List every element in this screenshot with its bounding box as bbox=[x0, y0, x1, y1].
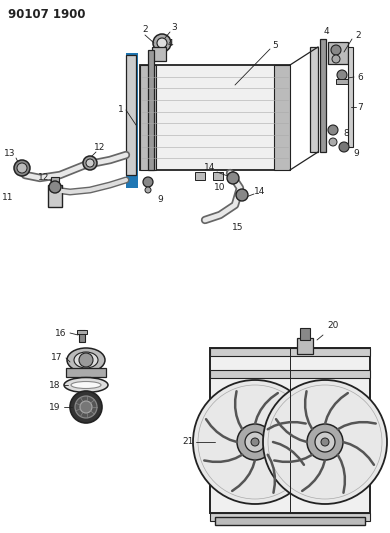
Text: 13: 13 bbox=[4, 149, 16, 158]
Text: 20: 20 bbox=[327, 320, 339, 329]
Circle shape bbox=[145, 187, 151, 193]
Bar bbox=[66, 368, 106, 377]
Text: 18: 18 bbox=[48, 381, 60, 390]
Text: 12: 12 bbox=[94, 143, 106, 152]
Circle shape bbox=[70, 391, 102, 423]
Circle shape bbox=[86, 159, 94, 167]
Ellipse shape bbox=[74, 352, 98, 368]
Text: 1: 1 bbox=[118, 106, 124, 115]
Bar bbox=[336, 79, 350, 84]
Text: 2: 2 bbox=[355, 30, 361, 39]
Circle shape bbox=[227, 172, 239, 184]
Circle shape bbox=[331, 45, 341, 55]
Circle shape bbox=[307, 424, 343, 460]
Bar bbox=[210, 370, 370, 378]
Text: 14: 14 bbox=[204, 164, 216, 173]
Circle shape bbox=[236, 189, 248, 201]
Ellipse shape bbox=[64, 377, 108, 392]
Bar bbox=[274, 65, 290, 170]
Text: 15: 15 bbox=[232, 223, 244, 232]
Bar bbox=[51, 177, 59, 187]
Circle shape bbox=[321, 438, 329, 446]
Bar bbox=[148, 50, 154, 170]
Text: 2: 2 bbox=[142, 26, 148, 35]
Text: 4: 4 bbox=[323, 28, 329, 36]
Circle shape bbox=[339, 142, 349, 152]
Bar bbox=[210, 348, 370, 513]
Bar bbox=[328, 42, 348, 64]
Bar bbox=[48, 185, 62, 207]
Circle shape bbox=[193, 380, 317, 504]
Text: 3: 3 bbox=[171, 22, 177, 31]
Circle shape bbox=[328, 125, 338, 135]
Text: 16: 16 bbox=[55, 328, 66, 337]
Text: 8: 8 bbox=[343, 130, 349, 139]
Circle shape bbox=[75, 396, 97, 418]
Bar bbox=[79, 330, 85, 342]
Circle shape bbox=[143, 177, 153, 187]
Bar bbox=[297, 338, 313, 354]
Text: 19: 19 bbox=[48, 402, 60, 411]
Text: 5: 5 bbox=[272, 41, 278, 50]
Circle shape bbox=[337, 70, 347, 80]
Text: 90107 1900: 90107 1900 bbox=[8, 7, 85, 20]
Bar bbox=[210, 513, 370, 521]
Bar bbox=[215, 517, 365, 525]
Bar bbox=[195, 172, 205, 180]
Circle shape bbox=[49, 181, 61, 193]
Circle shape bbox=[83, 156, 97, 170]
Text: 11: 11 bbox=[2, 193, 14, 203]
Bar bbox=[140, 65, 156, 170]
Text: 17: 17 bbox=[50, 352, 62, 361]
Bar bbox=[126, 53, 138, 188]
Bar bbox=[77, 330, 87, 334]
Circle shape bbox=[14, 160, 30, 176]
Circle shape bbox=[245, 432, 265, 452]
Bar bbox=[348, 47, 353, 147]
Circle shape bbox=[251, 438, 259, 446]
Circle shape bbox=[329, 138, 337, 146]
Circle shape bbox=[153, 34, 171, 52]
Bar bbox=[152, 47, 166, 61]
Text: 21: 21 bbox=[182, 438, 194, 447]
Text: 4: 4 bbox=[167, 38, 173, 47]
Ellipse shape bbox=[71, 382, 101, 389]
Circle shape bbox=[315, 432, 335, 452]
Bar bbox=[320, 39, 326, 152]
Text: 9: 9 bbox=[353, 149, 359, 158]
Circle shape bbox=[237, 424, 273, 460]
Circle shape bbox=[79, 353, 93, 367]
Circle shape bbox=[80, 401, 92, 413]
Bar bbox=[126, 55, 136, 175]
Bar bbox=[310, 47, 318, 152]
Text: 14: 14 bbox=[254, 188, 266, 197]
Bar bbox=[210, 348, 370, 356]
Circle shape bbox=[17, 163, 27, 173]
Text: 6: 6 bbox=[357, 72, 363, 82]
Text: 9: 9 bbox=[157, 196, 163, 205]
Bar bbox=[300, 328, 310, 340]
Text: 12: 12 bbox=[38, 174, 50, 182]
Circle shape bbox=[263, 380, 387, 504]
Text: 7: 7 bbox=[357, 102, 363, 111]
Bar bbox=[213, 172, 223, 180]
Text: 10: 10 bbox=[214, 183, 226, 192]
Bar bbox=[140, 65, 290, 170]
Circle shape bbox=[332, 55, 340, 63]
Circle shape bbox=[157, 38, 167, 48]
Ellipse shape bbox=[67, 348, 105, 372]
